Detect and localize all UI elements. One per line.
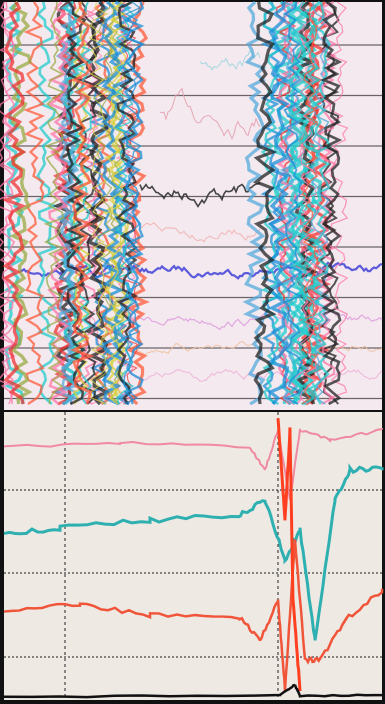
- scribble: [106, 1, 127, 405]
- scribble: [23, 1, 46, 405]
- scribble: [283, 1, 304, 405]
- top-panel: [0, 0, 383, 406]
- scribble: [122, 1, 143, 405]
- trace: [199, 49, 261, 71]
- scribble: [299, 1, 319, 405]
- scribble: [114, 1, 136, 405]
- trace: [3, 463, 384, 641]
- trace: [3, 683, 384, 699]
- scribble: [69, 1, 95, 405]
- scribble: [8, 0, 33, 405]
- scribble: [43, 1, 66, 405]
- scribble: [0, 1, 17, 405]
- scribble: [298, 0, 324, 406]
- scribble: [253, 1, 278, 405]
- scribble: [95, 1, 114, 405]
- scribble: [309, 1, 330, 405]
- scribble: [1, 1, 27, 405]
- bottom-panel: [3, 412, 384, 700]
- trace: [139, 182, 261, 208]
- scribble: [279, 0, 302, 405]
- scribble: [35, 1, 59, 405]
- scribble: [320, 0, 343, 406]
- scribble: [123, 1, 146, 405]
- scribble: [125, 1, 150, 406]
- scribble: [266, 1, 291, 406]
- trace: [276, 418, 302, 692]
- scribble: [58, 0, 80, 405]
- scribble: [0, 1, 17, 405]
- scribble: [88, 1, 109, 405]
- bottom-paper: [4, 412, 382, 700]
- trace: [3, 539, 384, 692]
- trace: [139, 222, 261, 243]
- trace: [159, 87, 261, 140]
